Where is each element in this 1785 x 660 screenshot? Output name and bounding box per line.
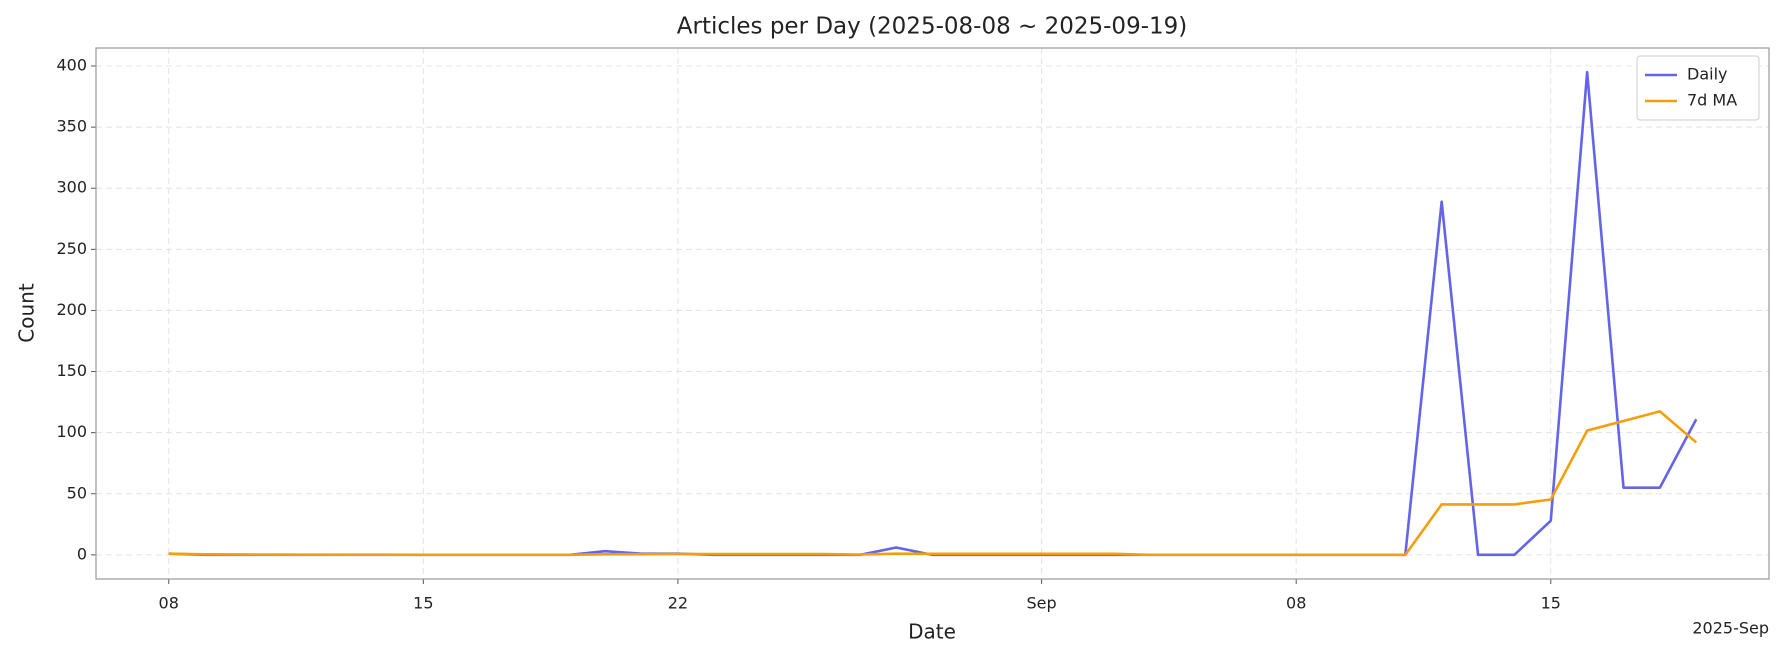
x-tick-label: Sep [1027,594,1057,613]
legend-label: 7d MA [1687,91,1737,110]
x-tick-label: 15 [413,594,433,613]
y-tick-label: 100 [56,422,87,441]
chart-title: Articles per Day (2025-08-08 ~ 2025-09-1… [677,14,1188,40]
x-tick-label: 08 [1286,594,1306,613]
legend-label: Daily [1687,65,1727,84]
y-tick-label: 150 [56,361,87,380]
x-tick-label: 15 [1541,594,1561,613]
legend-box [1636,55,1760,121]
x-tick-label: 22 [668,594,688,613]
x-offset-label: 2025-Sep [1692,619,1769,638]
y-axis-label: Count [15,283,39,343]
y-tick-label: 200 [56,300,87,319]
y-tick-label: 0 [77,544,87,563]
x-axis-label: Date [908,620,956,644]
y-tick-label: 400 [56,56,87,75]
y-tick-label: 250 [56,239,87,258]
line-series [168,410,1698,557]
line-series [168,70,1698,557]
x-tick-label: 08 [159,594,179,613]
y-tick-label: 50 [67,483,87,502]
y-tick-label: 350 [56,117,87,136]
y-tick-label: 300 [56,178,87,197]
plot-frame [95,47,1770,580]
